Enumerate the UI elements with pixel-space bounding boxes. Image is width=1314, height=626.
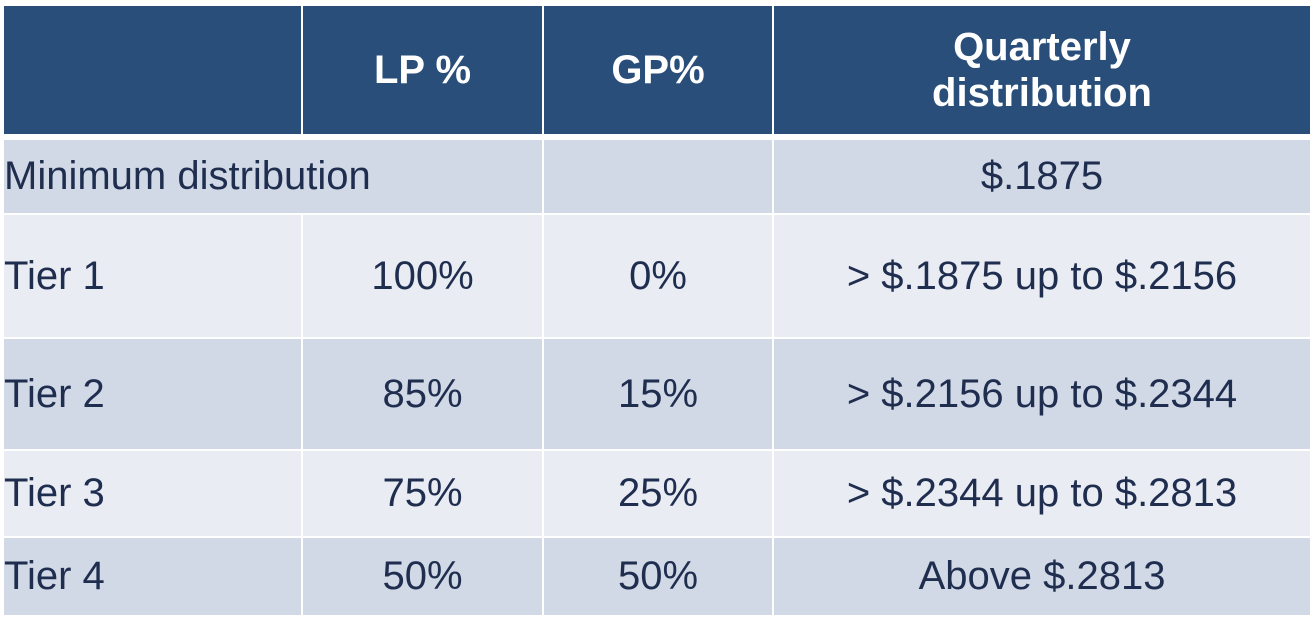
tier-label: Tier 1 (4, 214, 303, 339)
lp-percent-cell: 75% (302, 450, 544, 538)
header-quarterly-line1: Quarterly (953, 25, 1131, 69)
minimum-distribution-label: Minimum distribution (4, 137, 544, 215)
tier-label: Tier 4 (4, 537, 303, 615)
table-row: Tier 2 85% 15% > $.2156 up to $.2344 (4, 338, 1310, 451)
lp-percent-cell: 85% (302, 338, 544, 451)
tier-label: Tier 2 (4, 338, 303, 451)
lp-percent-cell: 50% (302, 537, 544, 615)
quarterly-cell: > $.1875 up to $.2156 (773, 214, 1310, 339)
minimum-gp-cell (543, 137, 774, 215)
header-empty-cell (4, 6, 303, 140)
header-quarterly-line2: distribution (932, 71, 1152, 115)
gp-percent-cell: 0% (543, 214, 774, 339)
table-row: Tier 4 50% 50% Above $.2813 (4, 537, 1310, 615)
table-row: Tier 3 75% 25% > $.2344 up to $.2813 (4, 450, 1310, 538)
header-quarterly-distribution: Quarterly distribution (773, 6, 1310, 140)
quarterly-cell: > $.2156 up to $.2344 (773, 338, 1310, 451)
distribution-table: LP % GP% Quarterly distribution Minimum … (4, 6, 1310, 615)
tier-label: Tier 3 (4, 450, 303, 538)
gp-percent-cell: 25% (543, 450, 774, 538)
quarterly-cell: > $.2344 up to $.2813 (773, 450, 1310, 538)
lp-percent-cell: 100% (302, 214, 544, 339)
gp-percent-cell: 50% (543, 537, 774, 615)
gp-percent-cell: 15% (543, 338, 774, 451)
header-lp-percent: LP % (302, 6, 544, 140)
minimum-quarterly-value: $.1875 (773, 137, 1310, 215)
table-row: Tier 1 100% 0% > $.1875 up to $.2156 (4, 214, 1310, 339)
minimum-distribution-row: Minimum distribution $.1875 (4, 137, 1310, 215)
header-gp-percent: GP% (543, 6, 774, 140)
quarterly-cell: Above $.2813 (773, 537, 1310, 615)
header-row: LP % GP% Quarterly distribution (4, 6, 1310, 140)
